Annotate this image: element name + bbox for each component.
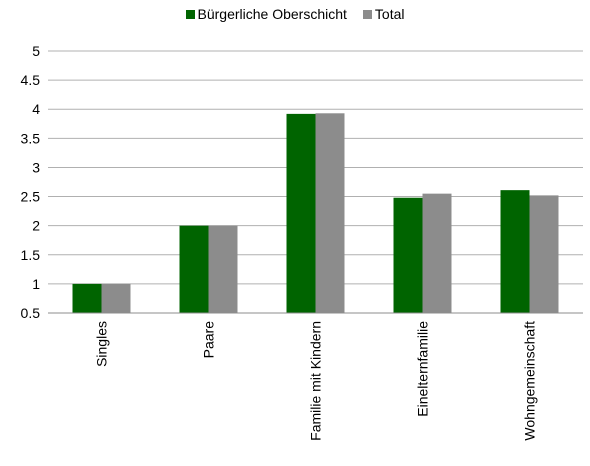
bar-total-0 [101,283,131,313]
legend-item-series-1: Total [362,6,405,22]
y-tick-label-7: 4 [32,101,40,117]
bar-b-rgerliche-oberschicht-4 [500,190,530,313]
bar-total-3 [422,193,452,313]
y-tick-label-2: 1.5 [21,247,41,263]
y-tick-label-5: 3 [32,159,40,175]
bar-b-rgerliche-oberschicht-2 [286,113,316,313]
legend: Bürgerliche Oberschicht Total [0,6,590,22]
legend-swatch-series-0 [185,9,195,19]
bar-b-rgerliche-oberschicht-3 [393,197,423,313]
legend-item-series-0: Bürgerliche Oberschicht [185,6,347,22]
y-tick-label-9: 5 [32,43,40,59]
legend-label-series-0: Bürgerliche Oberschicht [197,6,347,22]
y-tick-label-1: 1 [32,276,40,292]
legend-swatch-series-1 [362,9,372,19]
bar-b-rgerliche-oberschicht-1 [179,225,209,313]
x-tick-label-0: Singles [94,321,110,367]
x-tick-label-2: Familie mit Kindern [308,321,324,441]
x-tick-label-1: Paare [201,321,217,359]
y-tick-label-3: 2 [32,218,40,234]
y-tick-label-0: 0.5 [21,305,41,321]
bar-total-1 [208,225,238,313]
y-tick-label-8: 4.5 [21,72,41,88]
bar-b-rgerliche-oberschicht-0 [72,283,102,313]
x-tick-label-4: Wohngemeinschaft [522,321,538,441]
y-tick-label-6: 3.5 [21,130,41,146]
bar-total-4 [529,195,559,313]
bar-total-2 [315,113,345,313]
y-tick-label-4: 2.5 [21,189,41,205]
x-tick-label-3: Einelternfamilie [415,321,431,417]
legend-label-series-1: Total [374,6,405,22]
